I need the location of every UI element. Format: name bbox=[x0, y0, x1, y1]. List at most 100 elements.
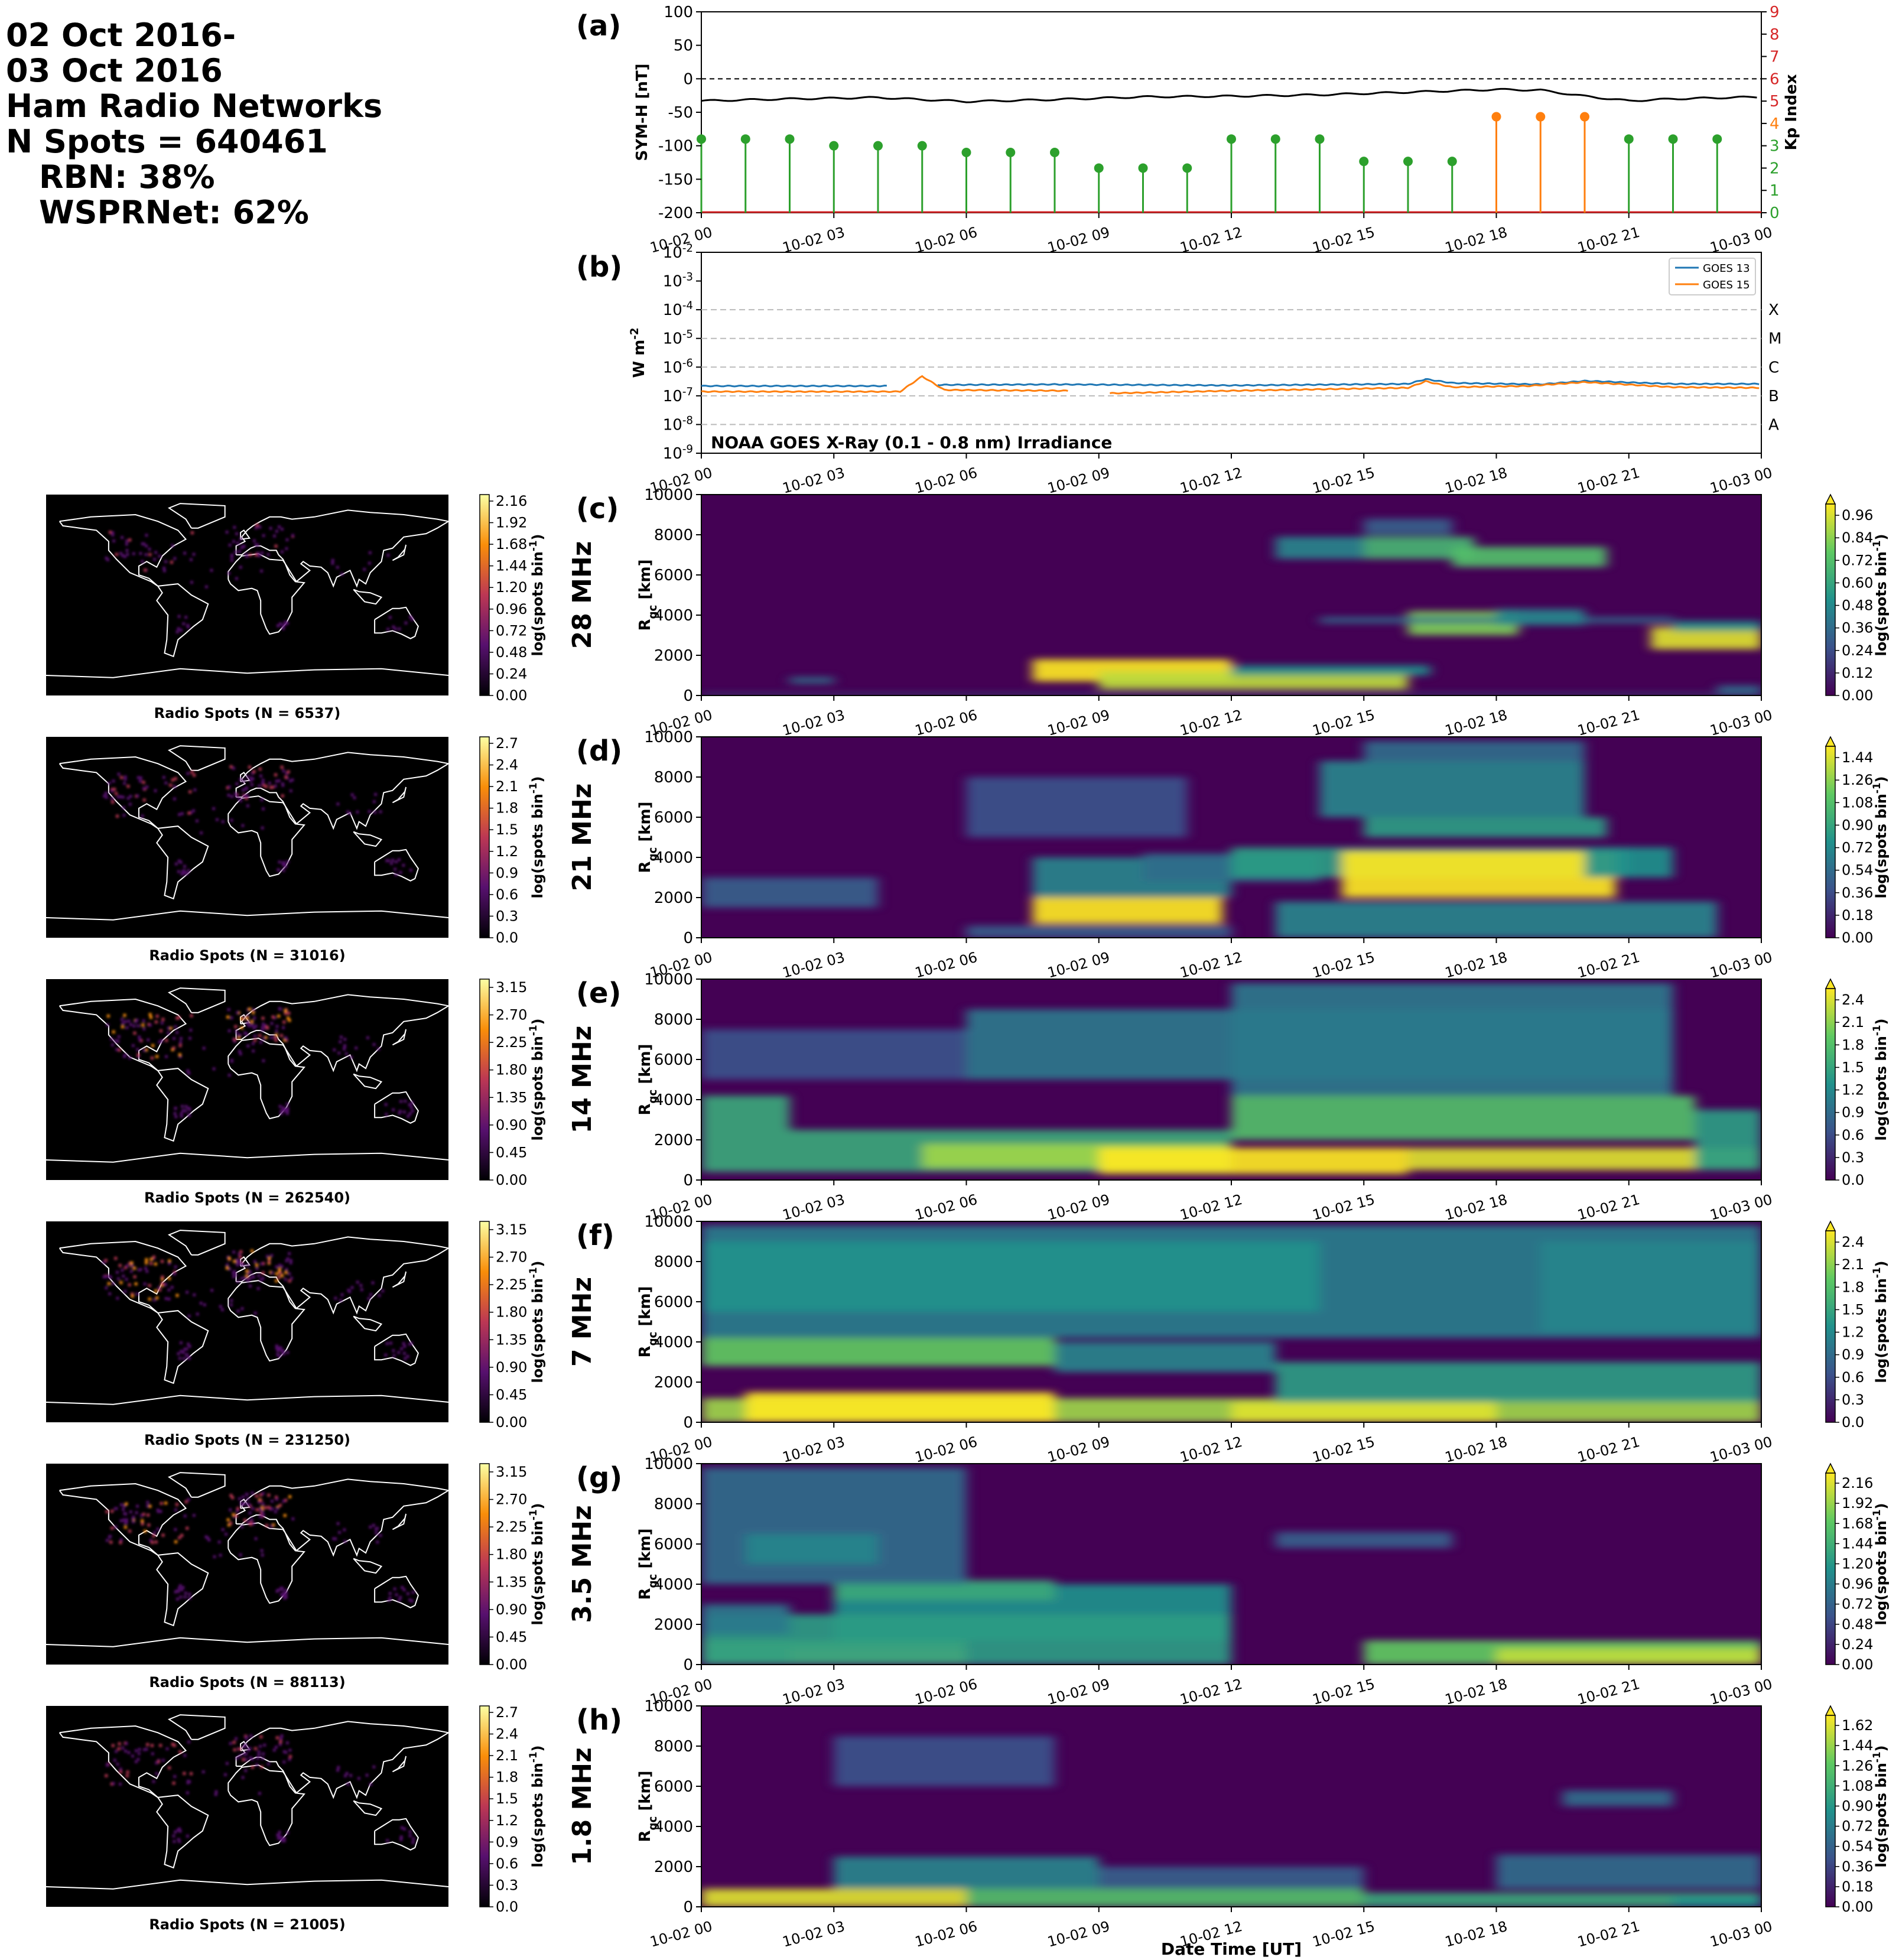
spot-cell bbox=[260, 1262, 264, 1266]
spot-cell bbox=[239, 1502, 243, 1506]
spot-cell bbox=[146, 1501, 149, 1504]
spot-cell bbox=[348, 1290, 352, 1293]
spot-cell bbox=[103, 794, 106, 798]
map-colorbar-tick-label: 2.70 bbox=[496, 1007, 527, 1023]
spot-cell bbox=[256, 1756, 259, 1760]
x-tick-label: 10-02 06 bbox=[913, 949, 979, 981]
x-tick-label: 10-02 12 bbox=[1178, 1191, 1244, 1224]
spot-cell bbox=[259, 1507, 262, 1511]
x-tick-label: 10-02 15 bbox=[1311, 224, 1376, 256]
spot-cell bbox=[130, 1261, 134, 1265]
map-colorbar-tick-label: 1.2 bbox=[496, 843, 518, 860]
spot-cell bbox=[287, 1016, 290, 1020]
spot-cell bbox=[160, 1039, 164, 1042]
spot-cell bbox=[109, 1540, 113, 1544]
spot-cell bbox=[164, 1297, 168, 1301]
map-colorbar-tick-label: 1.80 bbox=[496, 1304, 527, 1321]
spot-cell bbox=[406, 1354, 409, 1358]
header-rbn-share: RBN: 38% bbox=[39, 158, 215, 196]
spot-cell bbox=[245, 786, 248, 790]
spot-cell bbox=[266, 1026, 269, 1029]
spot-cell bbox=[393, 1587, 396, 1591]
spot-cell bbox=[171, 778, 174, 782]
spot-cell bbox=[245, 1274, 248, 1278]
header-networks: Ham Radio Networks bbox=[6, 87, 383, 125]
spot-cell bbox=[408, 1830, 412, 1834]
spot-cell bbox=[154, 1020, 158, 1024]
colorbar-tick-label: 0.24 bbox=[1842, 1636, 1873, 1653]
spot-cell bbox=[289, 789, 292, 792]
coastline bbox=[58, 1483, 187, 1556]
spot-cell bbox=[159, 1510, 162, 1513]
spot-cell bbox=[278, 1347, 282, 1351]
spot-cell bbox=[133, 1275, 136, 1279]
coastline bbox=[227, 1038, 305, 1120]
spot-cell bbox=[291, 1517, 295, 1520]
coastline bbox=[156, 1552, 209, 1627]
spot-cell bbox=[199, 1301, 203, 1305]
spot-cell bbox=[402, 863, 405, 867]
y-tick-label: 4000 bbox=[654, 1818, 693, 1836]
coastline bbox=[45, 910, 449, 921]
spot-cell bbox=[134, 1760, 138, 1763]
y-tick-label-right: 0 bbox=[1770, 204, 1780, 222]
colorbar-tick-label: 0.36 bbox=[1842, 885, 1873, 901]
spot-cell bbox=[113, 788, 116, 791]
spot-cell bbox=[147, 1513, 150, 1517]
spot-cell bbox=[255, 1763, 259, 1767]
y-tick-label: 6000 bbox=[654, 1536, 693, 1553]
spot-cell bbox=[120, 776, 123, 779]
map-colorbar-tick-label: 0.00 bbox=[496, 687, 527, 704]
x-tick-label: 10-02 15 bbox=[1311, 949, 1376, 981]
y-tick-label: 10000 bbox=[644, 729, 693, 746]
spot-cell bbox=[244, 1769, 248, 1772]
heatmap-cell bbox=[701, 1467, 967, 1584]
spot-cell bbox=[278, 525, 281, 529]
spot-cell bbox=[390, 862, 394, 865]
spot-cell bbox=[183, 1595, 187, 1599]
heatmap-cell bbox=[1673, 621, 1761, 632]
spot-cell bbox=[258, 1744, 262, 1748]
heatmap-cell bbox=[701, 877, 878, 908]
spot-cell bbox=[112, 1782, 115, 1785]
spot-cell bbox=[219, 1553, 222, 1557]
heatmap-cell bbox=[966, 1889, 1364, 1907]
spot-cell bbox=[193, 788, 197, 792]
spot-cell bbox=[411, 1841, 415, 1844]
kp-marker bbox=[1315, 134, 1325, 144]
spot-cell bbox=[119, 1503, 123, 1507]
spot-cell bbox=[254, 553, 258, 557]
kp-marker bbox=[1624, 134, 1634, 144]
spot-cell bbox=[379, 1534, 382, 1538]
map-background bbox=[46, 495, 448, 695]
coastline bbox=[392, 786, 407, 804]
y-tick-label: 10-2 bbox=[663, 242, 693, 262]
spot-cell bbox=[242, 1746, 245, 1749]
map-caption: Radio Spots (N = 31016) bbox=[149, 947, 345, 964]
spot-cell bbox=[116, 1039, 120, 1043]
spot-cell bbox=[282, 769, 285, 773]
spot-cell bbox=[249, 1284, 252, 1288]
x-tick-label: 10-02 18 bbox=[1443, 1918, 1509, 1951]
spot-cell bbox=[128, 1283, 131, 1286]
colorbar-extend-arrow bbox=[1825, 493, 1836, 505]
spot-cell bbox=[285, 1259, 288, 1263]
y-tick-label-right: 5 bbox=[1770, 93, 1780, 110]
y-tick-label: -150 bbox=[658, 171, 693, 188]
y-tick-label: 10-7 bbox=[663, 385, 693, 405]
spot-cell bbox=[123, 1020, 127, 1023]
spot-cell bbox=[111, 800, 115, 804]
x-tick-label: 10-02 12 bbox=[1178, 464, 1244, 497]
spot-cell bbox=[230, 554, 234, 557]
spot-cell bbox=[173, 1272, 176, 1276]
spot-cell bbox=[175, 1590, 178, 1593]
spot-cell bbox=[139, 1267, 142, 1271]
colorbar-tick-label: 1.26 bbox=[1842, 1757, 1873, 1774]
spot-cell bbox=[392, 625, 395, 629]
spot-cell bbox=[252, 539, 256, 542]
spot-cell bbox=[154, 1289, 158, 1293]
spot-cell bbox=[227, 1029, 231, 1033]
spot-cell bbox=[245, 1016, 249, 1020]
map-caption: Radio Spots (N = 6537) bbox=[154, 705, 341, 721]
map-colorbar-tick-label: 2.25 bbox=[496, 1276, 527, 1293]
